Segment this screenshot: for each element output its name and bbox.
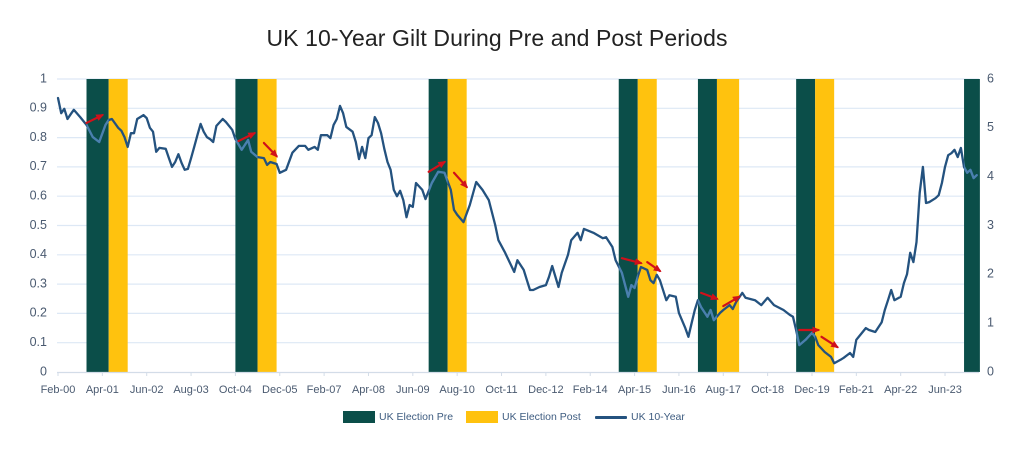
x-tick-label: Feb-14: [573, 384, 608, 396]
legend-item-uk-10-year: UK 10-Year: [595, 410, 685, 424]
band-election-post: [108, 79, 128, 372]
y-right-tick-label: 3: [987, 218, 994, 232]
x-tick-label: Jun-16: [662, 384, 696, 396]
legend-swatch-line: [595, 415, 627, 419]
x-tick-label: Aug-17: [706, 384, 741, 396]
legend-label: UK Election Post: [502, 411, 581, 423]
trend-arrow-up: [85, 114, 105, 125]
x-tick-label: Feb-00: [41, 384, 76, 396]
band-election-post: [257, 79, 277, 372]
trend-arrow-up: [427, 160, 447, 173]
x-tick-label: Feb-21: [839, 384, 874, 396]
x-tick-label: Apr-15: [618, 384, 651, 396]
y-left-tick-label: 0.7: [30, 159, 47, 173]
y-left-tick-label: 0.2: [30, 306, 47, 320]
legend-swatch-post: [466, 411, 498, 423]
y-left-tick-label: 0.8: [30, 130, 47, 144]
legend-label: UK 10-Year: [631, 411, 685, 423]
legend-item-election-pre: UK Election Pre: [343, 410, 453, 424]
x-tick-label: Oct-11: [485, 384, 517, 396]
trend-arrow-down: [452, 171, 469, 189]
y-right-tick-label: 4: [987, 169, 994, 183]
band-election-post: [716, 79, 740, 372]
trend-arrow-up: [237, 132, 257, 143]
x-tick-label: Dec-19: [794, 384, 829, 396]
x-axis-labels: Feb-00 Apr-01 Jun-02 Aug-03 Oct-04 Dec-05 Feb-…: [41, 384, 962, 396]
y-right-tick-label: 1: [987, 315, 994, 329]
uk-10-year-line: [56, 96, 978, 365]
band-election-pre: [697, 79, 717, 372]
x-tick-label: Oct-18: [751, 384, 784, 396]
trend-arrow-down: [262, 141, 278, 158]
x-tick-label: Jun-09: [396, 384, 430, 396]
x-tick-label: Aug-03: [173, 384, 208, 396]
y-left-tick-label: 0: [40, 364, 47, 378]
trend-arrows: [85, 114, 840, 349]
chart-title: UK 10-Year Gilt During Pre and Post Peri…: [266, 25, 728, 51]
x-tick-label: Apr-08: [352, 384, 385, 396]
y-left-tick-label: 0.3: [30, 276, 47, 290]
gridlines: [57, 78, 979, 344]
band-election-pre: [796, 79, 816, 372]
y-left-tick-label: 0.1: [30, 335, 47, 349]
y-left-tick-label: 0.6: [30, 188, 47, 202]
band-election-pre: [618, 79, 638, 372]
x-tick-label: Jun-02: [130, 384, 164, 396]
y-left-tick-label: 1: [40, 71, 47, 85]
yield-line-layer: [56, 96, 978, 365]
trend-arrow-down: [620, 257, 643, 265]
trend-arrow-down: [820, 335, 840, 349]
x-tick-label: Feb-07: [307, 384, 342, 396]
legend-label: UK Election Pre: [379, 411, 454, 423]
band-election-pre: [964, 79, 980, 372]
x-tick-label: Jun-23: [928, 384, 962, 396]
x-tick-label: Oct-04: [219, 384, 252, 396]
y-left-tick-label: 0.5: [30, 218, 47, 232]
legend-swatch-pre: [343, 411, 375, 423]
x-axis: [57, 371, 979, 376]
legend-item-election-post: UK Election Post: [466, 410, 581, 424]
election-bands: [86, 79, 980, 372]
x-tick-label: Dec-05: [262, 384, 297, 396]
band-election-post: [637, 79, 657, 372]
y-right-tick-label: 2: [987, 267, 994, 281]
band-election-pre: [235, 79, 258, 372]
trend-arrow-down: [646, 261, 662, 273]
y-axis-left: 0 0.1 0.2 0.3 0.4 0.5 0.6 0.7 0.8 0.9 1: [30, 71, 47, 378]
y-right-tick-label: 6: [987, 71, 994, 85]
y-axis-right: 0 1 2 3 4 5 6: [987, 71, 994, 378]
y-right-tick-label: 5: [987, 120, 994, 134]
y-left-tick-label: 0.9: [30, 101, 47, 115]
band-election-pre: [428, 79, 448, 372]
x-tick-label: Aug-10: [439, 384, 474, 396]
trend-arrow-down: [700, 291, 719, 300]
x-tick-label: Apr-22: [884, 384, 917, 396]
x-tick-label: Dec-12: [528, 384, 563, 396]
band-election-post: [447, 79, 467, 372]
y-left-tick-label: 0.4: [30, 247, 47, 261]
band-election-post: [815, 79, 835, 372]
band-election-pre: [86, 79, 109, 372]
x-tick-label: Apr-01: [86, 384, 119, 396]
trend-arrow-up: [722, 295, 741, 308]
y-right-tick-label: 0: [987, 364, 994, 378]
